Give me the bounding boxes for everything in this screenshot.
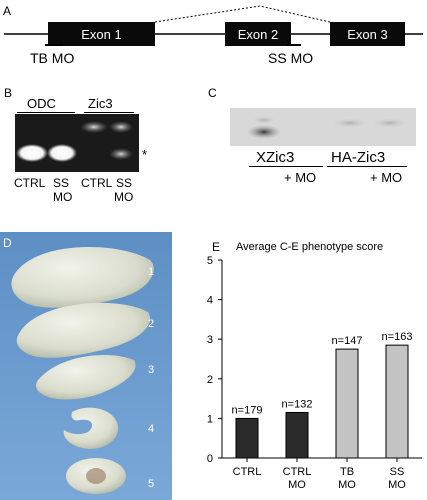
xzic3-band	[247, 125, 281, 139]
x-category-label: TB	[340, 466, 354, 478]
bar	[335, 348, 359, 459]
bar	[385, 344, 409, 459]
odc-header-underline	[17, 112, 75, 113]
embryo-number-3: 3	[148, 364, 155, 376]
chart-title: Average C-E phenotype score	[236, 241, 384, 253]
ha-zic3-group-label: HA-Zic3	[331, 149, 386, 166]
x-category-label: MO	[288, 479, 306, 491]
exon-3-box: Exon 3	[330, 22, 405, 46]
lane-b4-label-sub: MO	[114, 190, 134, 204]
x-category-label: MO	[388, 479, 406, 491]
star-marker: *	[142, 147, 148, 162]
ss-mo-bar	[287, 44, 301, 46]
gel-b-image	[15, 114, 139, 172]
y-tick-label: 1	[207, 413, 213, 425]
lane-b4-label: SS	[116, 176, 133, 190]
panel-d-label: D	[3, 236, 12, 250]
xzic3-plus-mo: + MO	[284, 170, 317, 185]
odc-band-ss-mo	[47, 144, 77, 162]
bar-n-label: n=132	[282, 398, 313, 410]
embryo-5-dark-spot	[86, 468, 106, 484]
bar-n-label: n=147	[332, 335, 363, 347]
xzic3-group-underline	[249, 166, 323, 167]
panel-c-label: C	[208, 86, 217, 100]
tb-mo-label: TB MO	[30, 50, 75, 66]
lane-b2-label: SS	[53, 176, 70, 190]
bar-n-label: n=163	[382, 331, 413, 343]
phenotype-bar-chart: 012345n=179CTRLn=132CTRLMOn=147TBMOn=163…	[207, 255, 422, 491]
bar	[285, 411, 309, 459]
ha-zic3-band	[331, 118, 369, 128]
odc-header: ODC	[27, 96, 56, 111]
zic3-band-ss-mo-lower	[109, 148, 133, 160]
exon-2-box: Exon 2	[225, 22, 291, 46]
panel-b-label: B	[4, 86, 13, 100]
embryo-2	[16, 302, 151, 358]
xzic3-group-label: XZic3	[256, 149, 295, 166]
embryo-number-2: 2	[148, 318, 155, 330]
y-tick-label: 3	[207, 334, 213, 346]
ha-zic3-mo-band	[371, 118, 409, 128]
y-tick-label: 2	[207, 374, 213, 386]
panel-a-label: A	[3, 4, 12, 18]
zic3-header: Zic3	[88, 96, 113, 111]
embryo-3	[36, 354, 136, 400]
x-category-label: CTRL	[233, 466, 262, 478]
bar-n-label: n=179	[232, 404, 263, 416]
embryo-number-1: 1	[148, 266, 155, 278]
tb-mo-bar	[45, 44, 63, 46]
xzic3-band-faint	[252, 116, 276, 124]
lane-b2-label-sub: MO	[53, 190, 73, 204]
x-category-label: MO	[338, 479, 356, 491]
panel-e-label: E	[212, 240, 221, 254]
x-category-label: SS	[390, 466, 405, 478]
x-category-label: CTRL	[283, 466, 312, 478]
ss-mo-label: SS MO	[268, 50, 314, 66]
exon-1-box: Exon 1	[48, 22, 155, 46]
lane-b1-label: CTRL	[14, 176, 46, 190]
y-tick-label: 4	[207, 295, 213, 307]
zic3-header-underline	[84, 112, 134, 113]
lane-b3-label: CTRL	[81, 176, 113, 190]
embryo-number-5: 5	[148, 478, 155, 490]
bar	[235, 417, 259, 459]
y-tick-label: 0	[207, 453, 213, 465]
splice-connector	[154, 5, 331, 23]
embryo-number-4: 4	[148, 423, 155, 435]
embryo-photo	[0, 232, 172, 500]
embryo-4	[63, 407, 119, 449]
ha-zic3-group-underline	[327, 166, 407, 167]
ha-zic3-plus-mo: + MO	[370, 170, 403, 185]
embryo-1	[11, 247, 154, 308]
y-tick-label: 5	[207, 255, 213, 267]
odc-band-ctrl	[16, 144, 48, 162]
gel-c-image	[230, 108, 416, 146]
zic3-band-ctrl	[80, 121, 108, 133]
zic3-band-ss-mo-upper	[109, 121, 133, 133]
